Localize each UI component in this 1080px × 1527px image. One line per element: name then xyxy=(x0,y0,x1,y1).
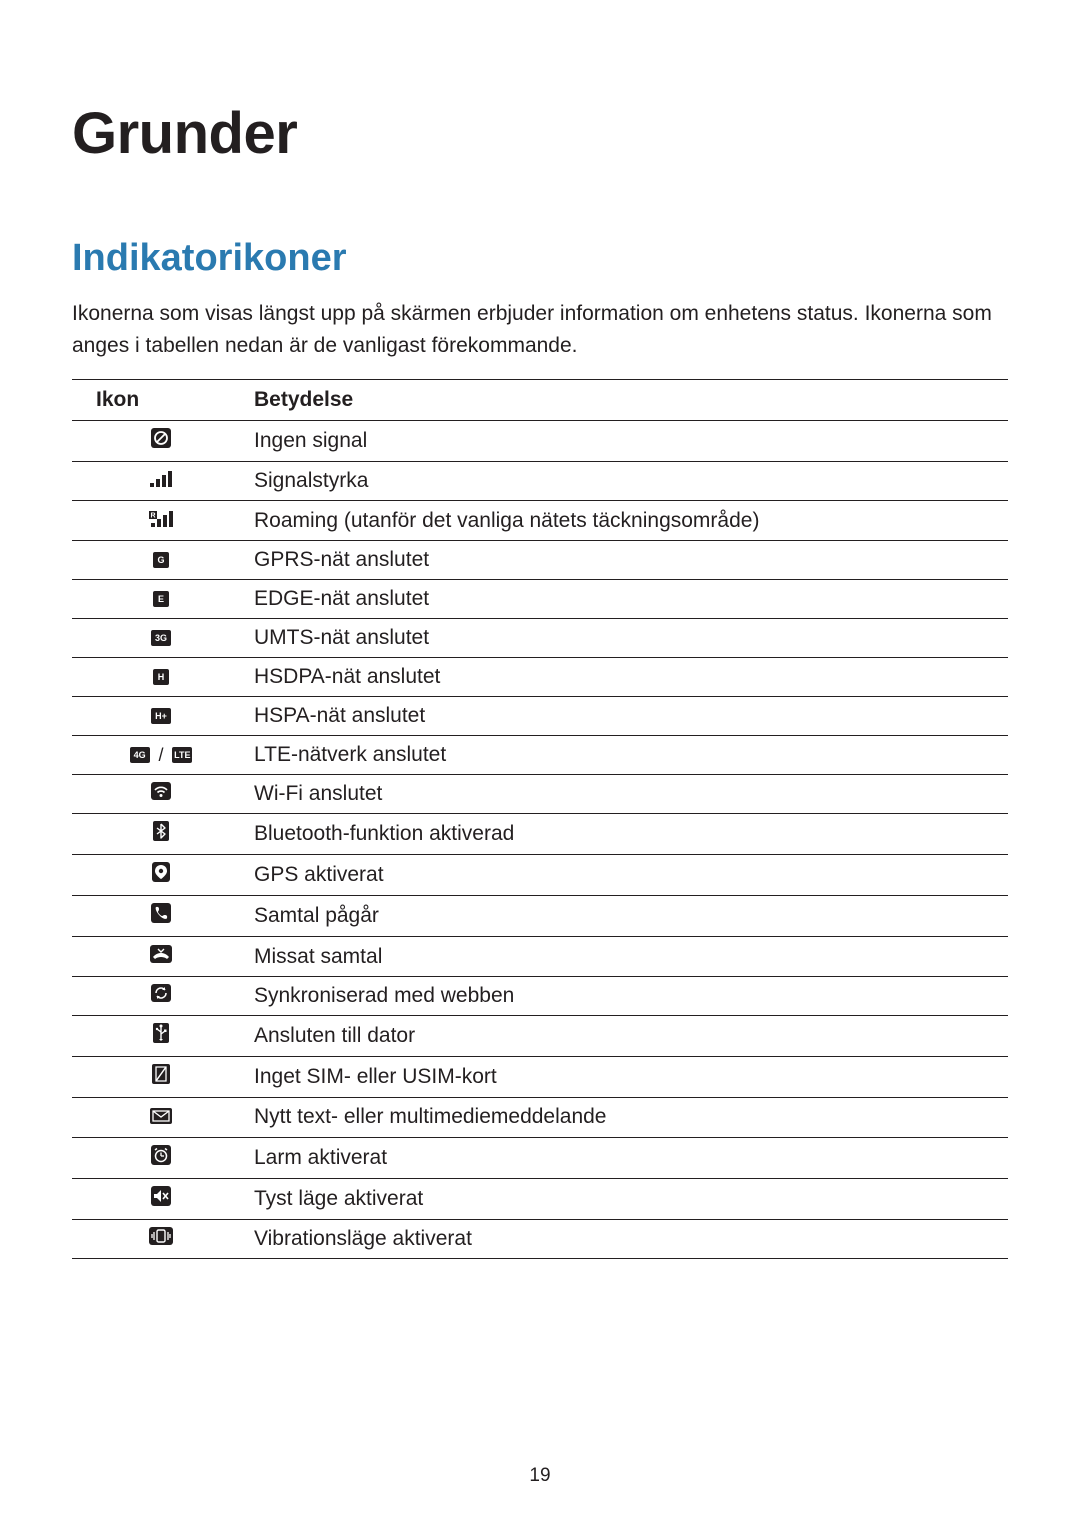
meaning-cell: Vibrationsläge aktiverat xyxy=(250,1219,1008,1258)
icon-cell xyxy=(72,1098,250,1137)
no-signal-icon xyxy=(151,428,171,454)
vibrate-icon xyxy=(149,1227,173,1251)
table-row: Bluetooth-funktion aktiverad xyxy=(72,814,1008,855)
wifi-icon xyxy=(151,782,171,806)
usb-icon xyxy=(153,1023,169,1049)
meaning-cell: Larm aktiverat xyxy=(250,1137,1008,1178)
silent-icon xyxy=(151,1186,171,1212)
meaning-cell: Ansluten till dator xyxy=(250,1016,1008,1057)
lte-icon: LTE xyxy=(172,747,192,763)
meaning-cell: Nytt text- eller multimediemeddelande xyxy=(250,1098,1008,1137)
table-row: Samtal pågår xyxy=(72,896,1008,937)
indicator-icons-table: Ikon Betydelse Ingen signal xyxy=(72,379,1008,1259)
hsdpa-icon: H xyxy=(153,669,169,685)
meaning-cell: Inget SIM- eller USIM-kort xyxy=(250,1057,1008,1098)
icon-cell: H+ xyxy=(72,696,250,735)
icon-cell xyxy=(72,1137,250,1178)
table-row: Synkroniserad med webben xyxy=(72,976,1008,1015)
alarm-icon xyxy=(151,1145,171,1171)
icon-cell xyxy=(72,774,250,813)
gprs-icon: G xyxy=(153,552,169,568)
meaning-cell: Wi-Fi anslutet xyxy=(250,774,1008,813)
call-icon xyxy=(151,903,171,929)
gps-icon xyxy=(152,862,170,888)
table-row: G GPRS-nät anslutet xyxy=(72,540,1008,579)
icon-cell xyxy=(72,896,250,937)
table-row: Missat samtal xyxy=(72,937,1008,976)
intro-paragraph: Ikonerna som visas längst upp på skärmen… xyxy=(72,298,1008,361)
table-row: GPS aktiverat xyxy=(72,855,1008,896)
message-icon xyxy=(150,1106,172,1130)
edge-icon: E xyxy=(153,591,169,607)
page-number: 19 xyxy=(0,1465,1080,1487)
section-title: Indikatorikoner xyxy=(72,237,1008,280)
table-row: H+ HSPA-nät anslutet xyxy=(72,696,1008,735)
meaning-cell: Ingen signal xyxy=(250,421,1008,462)
icon-cell xyxy=(72,462,250,501)
meaning-cell: UMTS-nät anslutet xyxy=(250,618,1008,657)
icon-cell xyxy=(72,976,250,1015)
table-row: Vibrationsläge aktiverat xyxy=(72,1219,1008,1258)
separator: / xyxy=(155,745,166,766)
icon-cell: 4G / LTE xyxy=(72,735,250,774)
bluetooth-icon xyxy=(153,821,169,847)
table-row: Ansluten till dator xyxy=(72,1016,1008,1057)
signal-icon xyxy=(150,469,172,493)
meaning-cell: Roaming (utanför det vanliga nätets täck… xyxy=(250,501,1008,540)
meaning-cell: Missat samtal xyxy=(250,937,1008,976)
meaning-cell: Tyst läge aktiverat xyxy=(250,1178,1008,1219)
table-row: H HSDPA-nät anslutet xyxy=(72,657,1008,696)
icon-cell xyxy=(72,937,250,976)
meaning-cell: LTE-nätverk anslutet xyxy=(250,735,1008,774)
page-title: Grunder xyxy=(72,100,1008,167)
icon-cell xyxy=(72,421,250,462)
table-row: 3G UMTS-nät anslutet xyxy=(72,618,1008,657)
table-row: Wi-Fi anslutet xyxy=(72,774,1008,813)
icon-cell xyxy=(72,1057,250,1098)
meaning-cell: GPRS-nät anslutet xyxy=(250,540,1008,579)
document-page: Grunder Indikatorikoner Ikonerna som vis… xyxy=(0,0,1080,1527)
meaning-cell: HSPA-nät anslutet xyxy=(250,696,1008,735)
meaning-cell: Synkroniserad med webben xyxy=(250,976,1008,1015)
icon-cell xyxy=(72,1219,250,1258)
roaming-icon: R xyxy=(149,509,173,533)
table-row: Nytt text- eller multimediemeddelande xyxy=(72,1098,1008,1137)
meaning-cell: Samtal pågår xyxy=(250,896,1008,937)
table-row: 4G / LTE LTE-nätverk anslutet xyxy=(72,735,1008,774)
no-sim-icon xyxy=(152,1064,170,1090)
icon-cell xyxy=(72,1016,250,1057)
icon-cell: E xyxy=(72,579,250,618)
icon-cell xyxy=(72,855,250,896)
hspa-icon: H+ xyxy=(151,708,171,724)
lte-4g-icon: 4G xyxy=(130,747,150,763)
table-row: Ingen signal xyxy=(72,421,1008,462)
meaning-cell: HSDPA-nät anslutet xyxy=(250,657,1008,696)
sync-icon xyxy=(151,984,171,1008)
icon-cell: G xyxy=(72,540,250,579)
table-row: E EDGE-nät anslutet xyxy=(72,579,1008,618)
icon-cell: 3G xyxy=(72,618,250,657)
umts-icon: 3G xyxy=(151,630,171,646)
table-row: Tyst läge aktiverat xyxy=(72,1178,1008,1219)
missed-call-icon xyxy=(150,945,172,969)
table-row: Signalstyrka xyxy=(72,462,1008,501)
table-header-meaning: Betydelse xyxy=(250,380,1008,421)
table-row: Larm aktiverat xyxy=(72,1137,1008,1178)
table-header-row: Ikon Betydelse xyxy=(72,380,1008,421)
meaning-cell: Bluetooth-funktion aktiverad xyxy=(250,814,1008,855)
icon-cell: R xyxy=(72,501,250,540)
icon-cell xyxy=(72,1178,250,1219)
icon-cell: H xyxy=(72,657,250,696)
table-row: R Roaming (utanför det vanliga nätets tä… xyxy=(72,501,1008,540)
meaning-cell: GPS aktiverat xyxy=(250,855,1008,896)
table-row: Inget SIM- eller USIM-kort xyxy=(72,1057,1008,1098)
meaning-cell: EDGE-nät anslutet xyxy=(250,579,1008,618)
meaning-cell: Signalstyrka xyxy=(250,462,1008,501)
svg-text:R: R xyxy=(150,512,155,519)
table-header-icon: Ikon xyxy=(72,380,250,421)
icon-cell xyxy=(72,814,250,855)
